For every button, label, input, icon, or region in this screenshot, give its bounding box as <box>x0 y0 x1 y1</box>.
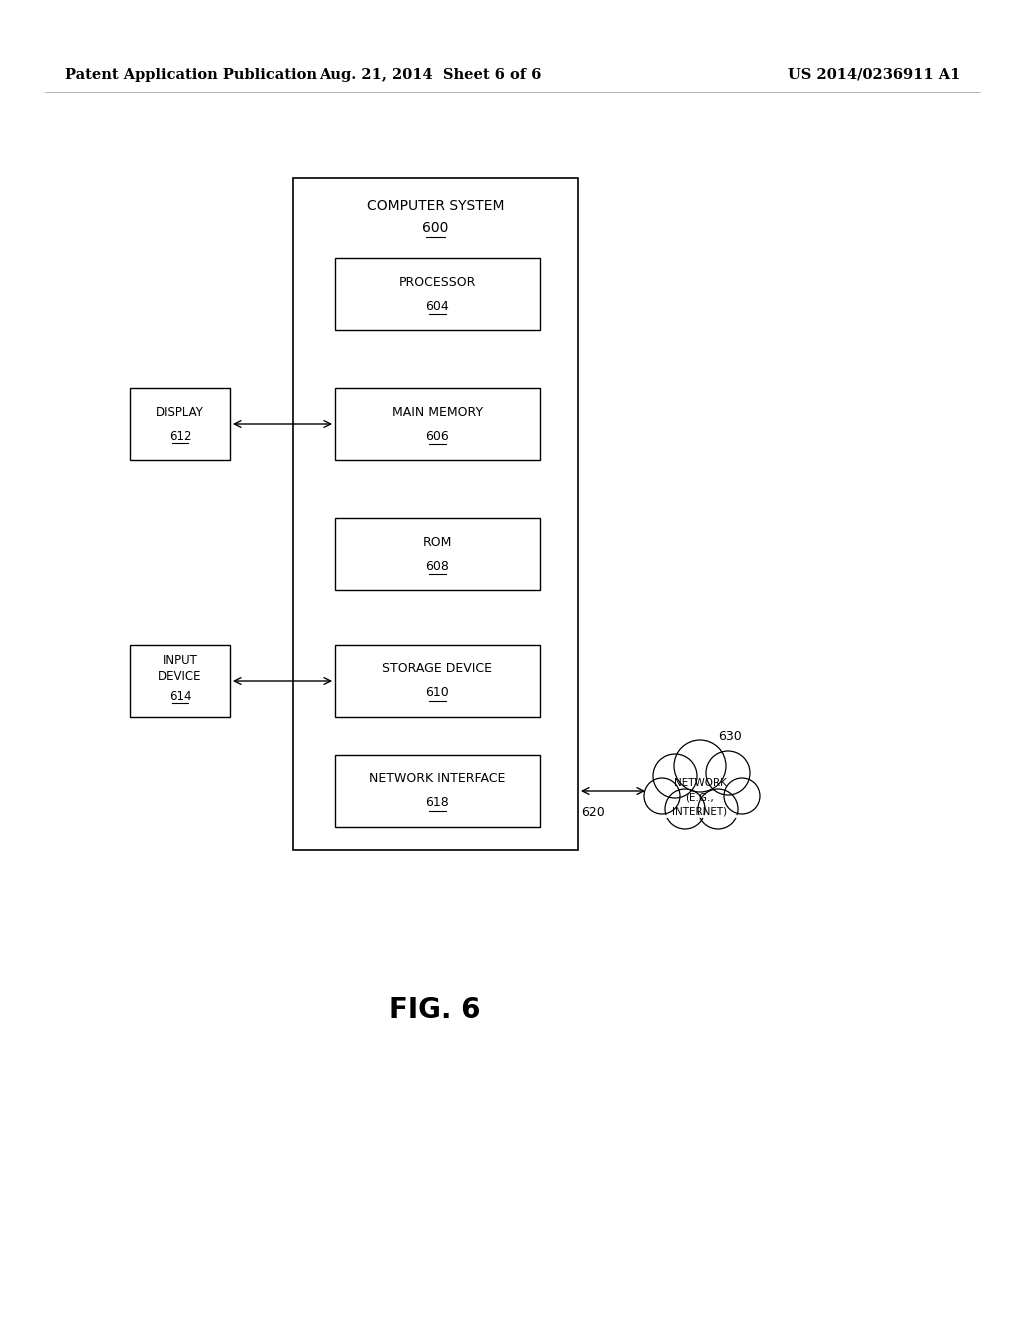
Text: 604: 604 <box>426 300 450 313</box>
Text: US 2014/0236911 A1: US 2014/0236911 A1 <box>787 69 961 82</box>
Text: NETWORK: NETWORK <box>674 777 726 788</box>
Text: 606: 606 <box>426 429 450 442</box>
Text: (E.G.,: (E.G., <box>686 792 715 803</box>
Text: 618: 618 <box>426 796 450 809</box>
Bar <box>335 517 540 590</box>
Text: 614: 614 <box>169 689 191 702</box>
Bar <box>335 755 540 828</box>
Text: ROM: ROM <box>423 536 453 549</box>
Ellipse shape <box>645 751 755 832</box>
Circle shape <box>706 751 750 795</box>
Circle shape <box>698 789 738 829</box>
Text: DEVICE: DEVICE <box>159 671 202 684</box>
Text: 620: 620 <box>582 807 605 820</box>
Text: COMPUTER SYSTEM: COMPUTER SYSTEM <box>367 199 504 213</box>
Text: INTERNET): INTERNET) <box>673 807 728 816</box>
Bar <box>335 645 540 717</box>
Text: FIG. 6: FIG. 6 <box>389 997 480 1024</box>
Text: Patent Application Publication: Patent Application Publication <box>65 69 317 82</box>
Text: 600: 600 <box>422 220 449 235</box>
Bar <box>335 388 540 459</box>
Circle shape <box>724 777 760 814</box>
Circle shape <box>644 777 680 814</box>
Text: PROCESSOR: PROCESSOR <box>398 276 476 289</box>
Text: 608: 608 <box>426 560 450 573</box>
Text: INPUT: INPUT <box>163 655 198 668</box>
Text: Aug. 21, 2014  Sheet 6 of 6: Aug. 21, 2014 Sheet 6 of 6 <box>318 69 542 82</box>
Bar <box>130 388 230 459</box>
Text: 612: 612 <box>169 429 191 442</box>
Circle shape <box>665 789 705 829</box>
Bar <box>335 257 540 330</box>
Text: 630: 630 <box>718 730 741 742</box>
Bar <box>293 178 578 850</box>
Circle shape <box>674 741 726 792</box>
Text: DISPLAY: DISPLAY <box>156 405 204 418</box>
Circle shape <box>653 754 697 799</box>
Bar <box>130 645 230 717</box>
Text: STORAGE DEVICE: STORAGE DEVICE <box>383 663 493 676</box>
Text: 610: 610 <box>426 686 450 700</box>
Text: MAIN MEMORY: MAIN MEMORY <box>392 405 483 418</box>
Text: NETWORK INTERFACE: NETWORK INTERFACE <box>370 772 506 785</box>
